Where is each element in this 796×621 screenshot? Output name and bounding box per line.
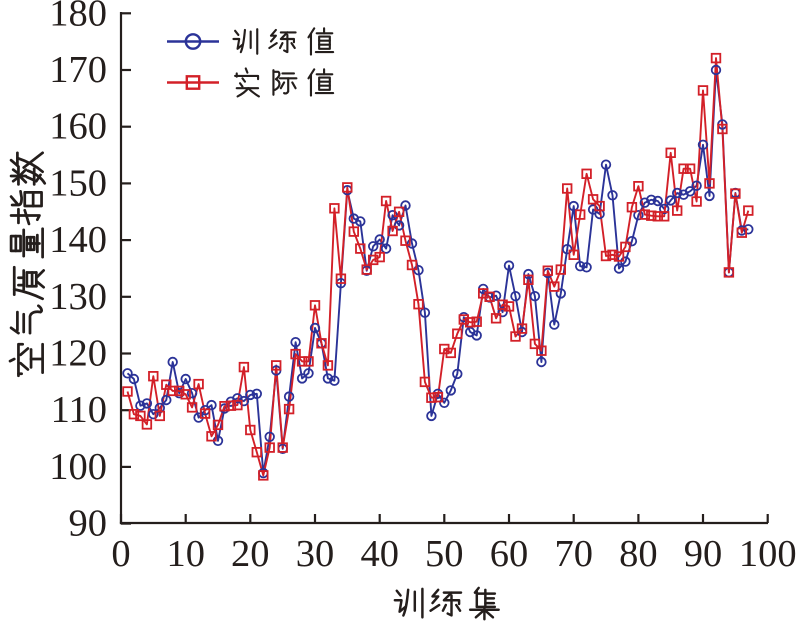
- svg-text:80: 80: [619, 533, 658, 575]
- svg-text:90: 90: [684, 533, 723, 575]
- svg-text:150: 150: [49, 162, 107, 204]
- svg-text:110: 110: [51, 389, 107, 431]
- svg-text:100: 100: [739, 533, 796, 575]
- svg-text:10: 10: [166, 533, 205, 575]
- svg-text:140: 140: [49, 219, 107, 261]
- svg-text:100: 100: [49, 446, 107, 488]
- svg-text:60: 60: [490, 533, 529, 575]
- svg-text:180: 180: [49, 0, 107, 34]
- svg-text:170: 170: [49, 49, 107, 91]
- svg-text:160: 160: [49, 106, 107, 148]
- svg-text:50: 50: [425, 533, 464, 575]
- svg-text:0: 0: [111, 533, 130, 575]
- svg-text:70: 70: [554, 533, 593, 575]
- svg-text:30: 30: [296, 533, 335, 575]
- svg-text:40: 40: [360, 533, 399, 575]
- svg-text:120: 120: [49, 333, 107, 375]
- svg-text:90: 90: [69, 503, 108, 545]
- svg-text:20: 20: [231, 533, 270, 575]
- svg-text:130: 130: [49, 276, 107, 318]
